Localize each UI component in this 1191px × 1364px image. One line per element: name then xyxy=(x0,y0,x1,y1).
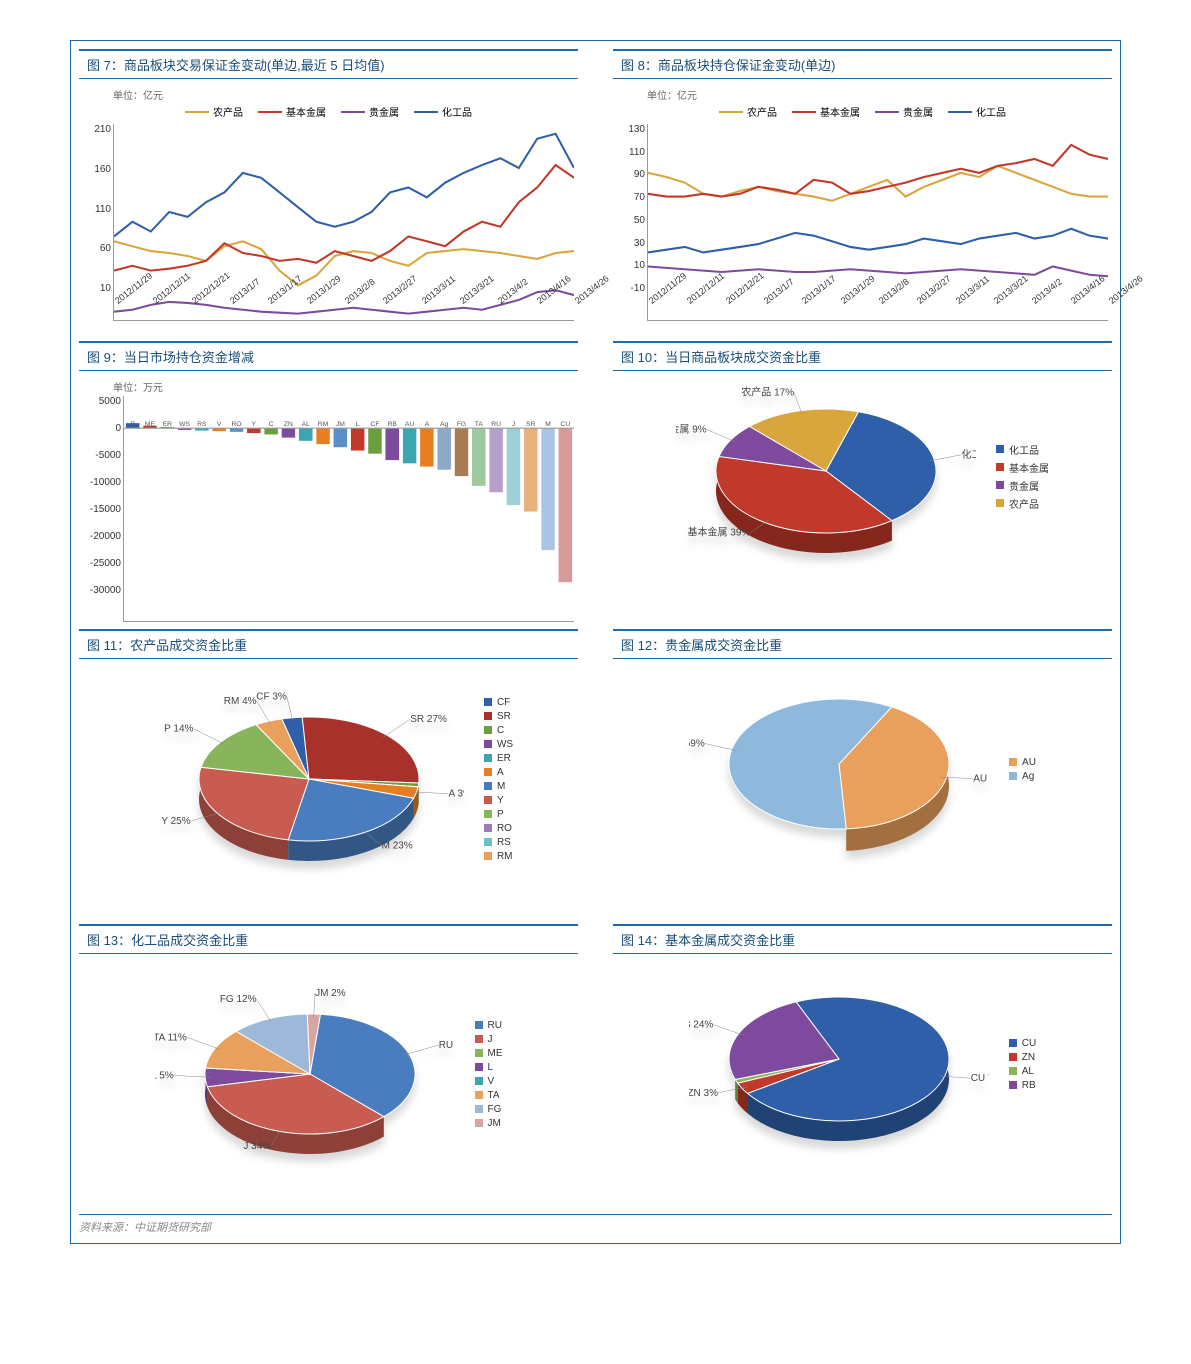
svg-text:AL: AL xyxy=(302,421,311,428)
chart11-panel: 图 11：农产品成交资金比重 CF 3% SR 27% A 3% M 23% Y 25%… xyxy=(79,629,578,899)
chart8-legend: 农产品基本金属贵金属化工品 xyxy=(617,104,1108,119)
chart14-panel: 图 14：基本金属成交资金比重 CU 72% ZN 3% RB 24% CUZNAL… xyxy=(613,924,1112,1194)
svg-text:CU 72%: CU 72% xyxy=(970,1073,988,1084)
svg-text:M 23%: M 23% xyxy=(382,840,413,851)
chart10-pie: 化工品 35% 基本金属 39% 贵金属 9% 农产品 17% xyxy=(676,381,976,571)
svg-text:C: C xyxy=(269,421,274,428)
chart13-panel: 图 13：化工品成交资金比重 RU 36% J 34% L 5% TA 11% FG 1… xyxy=(79,924,578,1194)
chart14-legend: CUZNALRB xyxy=(1009,1035,1036,1094)
svg-text:WS: WS xyxy=(179,421,190,428)
svg-text:RB: RB xyxy=(388,421,398,428)
svg-text:P: P xyxy=(130,421,135,428)
svg-text:农产品 17%: 农产品 17% xyxy=(741,386,794,399)
svg-text:RU 36%: RU 36% xyxy=(438,1040,454,1051)
chart8-title: 图 8：商品板块持仓保证金变动(单边) xyxy=(613,49,1112,79)
svg-text:P 14%: P 14% xyxy=(164,724,193,735)
svg-text:M: M xyxy=(545,421,551,428)
svg-text:CF 3%: CF 3% xyxy=(256,691,287,702)
svg-text:TA: TA xyxy=(475,421,484,428)
svg-text:ME: ME xyxy=(145,421,156,428)
svg-text:RS: RS xyxy=(197,421,207,428)
chart7-unit: 单位：亿元 xyxy=(113,87,574,102)
svg-text:ER: ER xyxy=(163,421,173,428)
chart12-title: 图 12：贵金属成交资金比重 xyxy=(613,629,1112,659)
chart14-pie: CU 72% ZN 3% RB 24% xyxy=(689,964,989,1164)
svg-text:Ag 59%: Ag 59% xyxy=(689,738,705,749)
chart10-legend: 化工品基本金属贵金属农产品 xyxy=(996,439,1049,514)
svg-text:SR: SR xyxy=(526,421,536,428)
chart9-panel: 图 9：当日市场持仓资金增减 单位：万元 50000-5000-10000-15… xyxy=(79,341,578,604)
svg-text:A 3%: A 3% xyxy=(448,789,463,800)
chart11-title: 图 11：农产品成交资金比重 xyxy=(79,629,578,659)
page-frame: 图 7：商品板块交易保证金变动(单边,最近 5 日均值) 单位：亿元 农产品基本… xyxy=(70,40,1121,1244)
chart8-unit: 单位：亿元 xyxy=(647,87,1108,102)
svg-text:FG: FG xyxy=(457,421,466,428)
chart9-title: 图 9：当日市场持仓资金增减 xyxy=(79,341,578,371)
svg-text:L: L xyxy=(356,421,360,428)
svg-text:JM: JM xyxy=(336,421,345,428)
chart10-title: 图 10：当日商品板块成交资金比重 xyxy=(613,341,1112,371)
chart7-legend: 农产品基本金属贵金属化工品 xyxy=(83,104,574,119)
chart12-pie: AU 41% Ag 59% xyxy=(689,669,989,869)
chart8-yaxis: 1301109070503010-10 xyxy=(619,124,645,294)
chart14-title: 图 14：基本金属成交资金比重 xyxy=(613,924,1112,954)
svg-text:SR 27%: SR 27% xyxy=(410,714,447,725)
svg-text:RM: RM xyxy=(318,421,329,428)
chart10-panel: 图 10：当日商品板块成交资金比重 化工品 35% 基本金属 39% 贵金属 9% 农… xyxy=(613,341,1112,604)
chart7-panel: 图 7：商品板块交易保证金变动(单边,最近 5 日均值) 单位：亿元 农产品基本… xyxy=(79,49,578,316)
footer-source: 资料来源：中证期货研究部 xyxy=(79,1214,1112,1235)
chart9-unit: 单位：万元 xyxy=(113,379,574,394)
svg-text:Ag: Ag xyxy=(440,421,449,428)
svg-text:JM 2%: JM 2% xyxy=(315,988,346,999)
svg-text:RM 4%: RM 4% xyxy=(224,696,257,707)
svg-text:化工品 35%: 化工品 35% xyxy=(961,448,976,461)
svg-text:ZN 3%: ZN 3% xyxy=(689,1088,718,1099)
chart13-legend: RUJMELVTAFGJM xyxy=(475,1017,503,1132)
chart8-panel: 图 8：商品板块持仓保证金变动(单边) 单位：亿元 农产品基本金属贵金属化工品 … xyxy=(613,49,1112,316)
svg-text:AU: AU xyxy=(405,421,415,428)
chart12-legend: AUAg xyxy=(1009,754,1036,785)
chart11-legend: CFSRCWSERAMYPRORSRM xyxy=(484,694,513,865)
svg-text:Y: Y xyxy=(252,421,257,428)
svg-text:AU 41%: AU 41% xyxy=(973,774,989,785)
chart11-pie: CF 3% SR 27% A 3% M 23% Y 25% P 14% RM 4% xyxy=(144,669,464,889)
svg-text:Y 25%: Y 25% xyxy=(161,816,190,827)
svg-text:RO: RO xyxy=(231,421,241,428)
chart13-title: 图 13：化工品成交资金比重 xyxy=(79,924,578,954)
svg-text:ZN: ZN xyxy=(284,421,293,428)
chart12-panel: 图 12：贵金属成交资金比重 AU 41% Ag 59% AUAg xyxy=(613,629,1112,899)
svg-text:CF: CF xyxy=(370,421,379,428)
svg-text:RB 24%: RB 24% xyxy=(689,1020,713,1031)
svg-text:TA 11%: TA 11% xyxy=(155,1032,187,1043)
chart7-yaxis: 2101601106010 xyxy=(85,124,111,294)
svg-text:L 5%: L 5% xyxy=(155,1070,174,1081)
svg-text:J 34%: J 34% xyxy=(243,1141,271,1152)
chart9-yaxis: 50000-5000-10000-15000-20000-25000-30000 xyxy=(81,396,121,596)
svg-text:A: A xyxy=(425,421,430,428)
svg-text:V: V xyxy=(217,421,222,428)
chart13-pie: RU 36% J 34% L 5% TA 11% FG 12% JM 2% xyxy=(155,964,455,1184)
svg-text:J: J xyxy=(512,421,515,428)
chart-grid: 图 7：商品板块交易保证金变动(单边,最近 5 日均值) 单位：亿元 农产品基本… xyxy=(79,49,1112,1194)
chart9-plot: P ME ER WS RS V RO Y C ZN AL RM JM L CF RB AU A Ag FG TA RU J S… xyxy=(123,396,574,622)
chart7-title: 图 7：商品板块交易保证金变动(单边,最近 5 日均值) xyxy=(79,49,578,79)
svg-text:贵金属 9%: 贵金属 9% xyxy=(676,422,707,435)
svg-text:基本金属 39%: 基本金属 39% xyxy=(688,526,751,539)
svg-text:FG 12%: FG 12% xyxy=(219,994,256,1005)
svg-text:CU: CU xyxy=(560,421,570,428)
svg-text:RU: RU xyxy=(491,421,501,428)
